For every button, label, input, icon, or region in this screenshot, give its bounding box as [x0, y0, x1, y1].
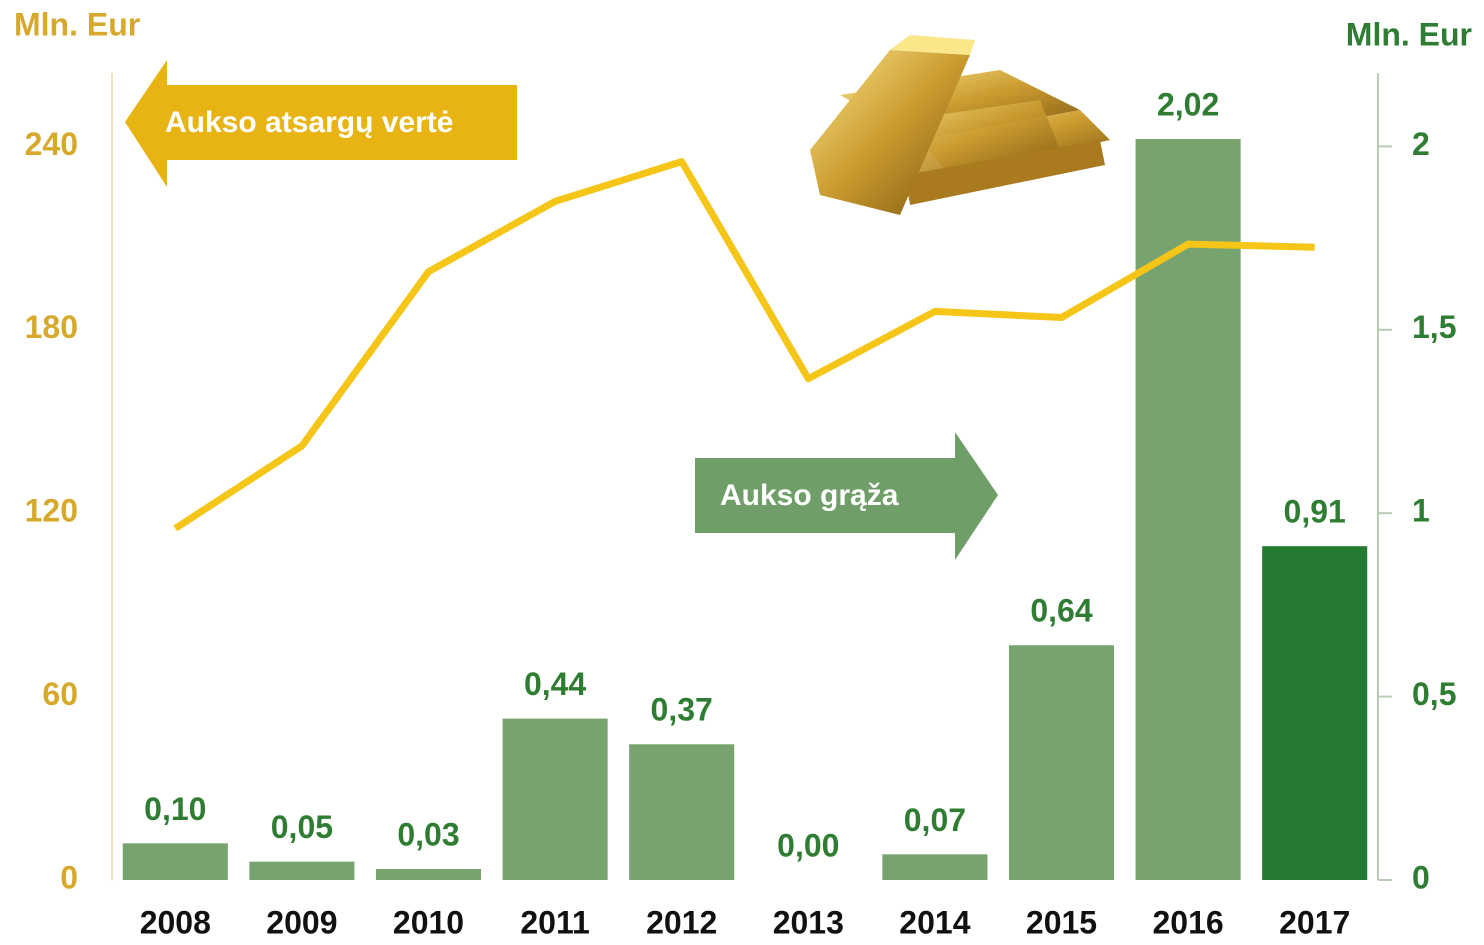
- x-tick-label: 2008: [140, 904, 211, 940]
- series-arrow: [695, 432, 998, 560]
- value-label: 0,00: [777, 827, 839, 863]
- x-tick-label: 2010: [393, 904, 464, 940]
- line: [173, 158, 1315, 532]
- y-tick-label: 120: [25, 493, 78, 529]
- bar: [1008, 645, 1115, 880]
- x-tick-label: 2011: [520, 904, 589, 940]
- value-label: 0,64: [1030, 593, 1092, 629]
- value-label: 0,07: [904, 802, 966, 838]
- bar: [375, 868, 482, 880]
- value-label: 0,10: [144, 791, 206, 827]
- x-tick-label: 2009: [266, 904, 337, 940]
- y-tick-label: 180: [25, 309, 78, 345]
- value-label: 0,03: [397, 816, 459, 852]
- value-label: 0,37: [651, 692, 713, 728]
- y2-tick-label: 0,5: [1412, 676, 1456, 712]
- gold-bars-illustration: [810, 35, 1110, 215]
- value-label: 0,91: [1284, 494, 1346, 530]
- x-tick-label: 2014: [899, 904, 970, 940]
- x-tick-label: 2015: [1026, 904, 1097, 940]
- y2-tick-label: 0: [1412, 859, 1430, 895]
- y-axis-label: Mln. Eur: [14, 6, 140, 42]
- y-tick-label: 0: [60, 859, 78, 895]
- bar: [122, 843, 228, 880]
- y-tick-label: 240: [25, 126, 78, 162]
- y2-axis-label: Mln. Eur: [1346, 16, 1472, 52]
- x-tick-label: 2012: [646, 904, 717, 940]
- bar: [502, 718, 608, 880]
- x-tick-label: 2016: [1153, 904, 1224, 940]
- series-name: Aukso grąža: [720, 479, 899, 512]
- value-label: 2,02: [1157, 86, 1219, 122]
- y2-tick-label: 2: [1412, 126, 1430, 162]
- bar: [1135, 139, 1241, 880]
- value-label: 0,44: [524, 666, 586, 702]
- bar: [1262, 546, 1368, 880]
- value-label: 0,05: [271, 809, 333, 845]
- bar: [629, 744, 735, 880]
- series-arrow: [125, 60, 517, 187]
- x-tick-label: 2013: [773, 904, 844, 940]
- y2-tick-label: 1: [1412, 493, 1430, 529]
- series-name: Aukso atsargų vertė: [165, 106, 453, 139]
- y2-tick-label: 1,5: [1412, 309, 1456, 345]
- x-tick-label: 2017: [1279, 904, 1350, 940]
- y-tick-label: 60: [42, 676, 78, 712]
- bar: [249, 861, 355, 880]
- bar: [882, 854, 988, 880]
